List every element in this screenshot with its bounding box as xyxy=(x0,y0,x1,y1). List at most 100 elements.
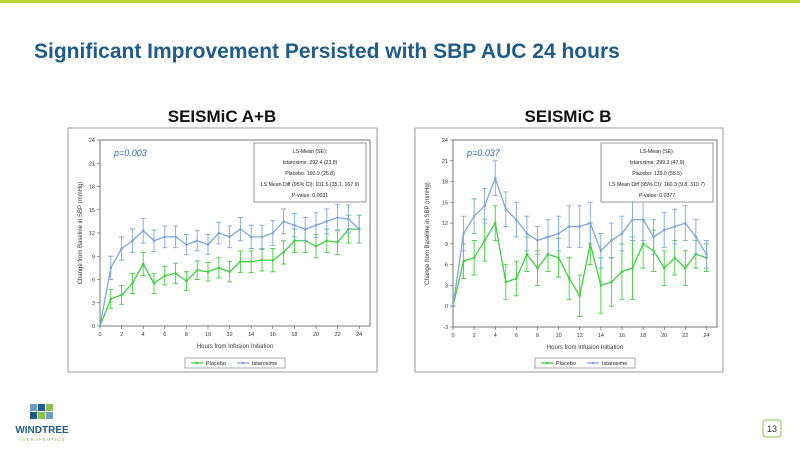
data-point xyxy=(325,239,329,243)
data-point xyxy=(631,218,634,221)
data-point xyxy=(131,282,134,285)
data-point xyxy=(282,220,285,223)
data-point xyxy=(141,262,145,266)
data-point xyxy=(631,266,634,270)
data-point xyxy=(588,221,592,225)
x-tick-label: 8 xyxy=(536,333,539,339)
logo: WINDTREE THERAPEUTICS xyxy=(15,404,69,442)
y-tick-label: 0 xyxy=(445,304,448,310)
y-axis-label: Change from Baseline in SBP (mmHg) xyxy=(78,182,84,285)
data-point xyxy=(557,256,560,260)
data-point xyxy=(239,227,242,231)
y-tick-label: 12 xyxy=(89,231,95,237)
data-point xyxy=(163,274,167,277)
data-point xyxy=(546,235,550,239)
stats-line: P-value: 0.0031 xyxy=(292,193,328,199)
x-tick-label: 22 xyxy=(335,332,341,338)
data-point xyxy=(174,272,177,275)
data-point xyxy=(163,235,167,239)
x-tick-label: 24 xyxy=(703,333,709,339)
data-point xyxy=(249,260,253,263)
y-tick-label: 15 xyxy=(89,208,95,214)
data-point xyxy=(472,256,476,260)
stats-line: P-value: 0.0377 xyxy=(639,193,675,199)
x-tick-label: 0 xyxy=(98,332,101,338)
data-point xyxy=(336,216,339,219)
logo-tile xyxy=(30,404,37,411)
page-number-box xyxy=(762,419,782,438)
x-tick-label: 22 xyxy=(682,333,688,339)
data-point xyxy=(98,324,102,328)
data-point xyxy=(120,247,123,250)
logo-tile xyxy=(46,404,53,411)
x-axis-label: Hours from Infusion Initiation xyxy=(197,344,273,350)
y-tick-label: 24 xyxy=(442,138,448,144)
data-point xyxy=(578,294,582,298)
legend-marker xyxy=(591,361,595,365)
x-tick-label: 16 xyxy=(619,333,625,339)
x-axis-label: Hours from Infusion Initiation xyxy=(547,345,623,351)
data-point xyxy=(239,260,242,263)
y-tick-label: 18 xyxy=(442,180,448,186)
data-point xyxy=(228,270,231,274)
data-point xyxy=(451,304,455,308)
stats-box xyxy=(600,142,714,203)
logo-tile xyxy=(30,412,37,419)
data-point xyxy=(684,266,687,270)
stats-line: Istaroxime: 299.3 (47.9) xyxy=(630,160,685,166)
data-point xyxy=(249,235,253,239)
data-point xyxy=(282,251,285,254)
data-point xyxy=(293,239,296,243)
data-point xyxy=(557,232,560,235)
data-point xyxy=(536,239,539,242)
data-point xyxy=(314,223,318,227)
x-tick-label: 14 xyxy=(248,332,254,338)
x-tick-label: 12 xyxy=(577,333,583,339)
x-tick-label: 18 xyxy=(640,333,646,339)
x-tick-label: 4 xyxy=(494,333,497,339)
y-tick-label: 9 xyxy=(445,242,448,248)
data-point xyxy=(206,270,210,274)
legend-box xyxy=(184,357,286,369)
data-point xyxy=(684,221,687,225)
x-tick-label: 20 xyxy=(313,332,319,338)
data-point xyxy=(567,225,571,228)
legend-box xyxy=(534,357,636,369)
data-point xyxy=(260,235,264,239)
data-point xyxy=(325,220,329,223)
data-point xyxy=(120,293,123,297)
data-point xyxy=(347,217,350,221)
x-tick-label: 2 xyxy=(120,332,123,338)
data-point xyxy=(515,277,518,280)
data-point xyxy=(293,223,296,227)
y-tick-label: 6 xyxy=(92,278,95,284)
data-point xyxy=(504,280,508,284)
data-point xyxy=(599,284,603,287)
y-tick-label: -3 xyxy=(443,325,448,331)
y-axis-label: Change from Baseline in SBP (mmHg) xyxy=(425,182,431,285)
data-point xyxy=(314,244,318,248)
y-tick-label: 6 xyxy=(445,263,448,269)
stats-line: Istaroxime: 292.4 (23.8) xyxy=(283,160,338,166)
y-tick-label: 12 xyxy=(442,221,448,227)
data-point xyxy=(195,268,199,272)
y-tick-label: 18 xyxy=(89,185,95,191)
data-point xyxy=(662,266,666,270)
data-point xyxy=(462,232,465,235)
data-point xyxy=(567,277,571,280)
x-tick-label: 10 xyxy=(556,333,562,339)
y-tick-label: 9 xyxy=(92,254,95,260)
y-tick-label: 21 xyxy=(89,161,95,167)
data-point xyxy=(217,266,221,270)
stats-line: LS-Mean (SE): xyxy=(293,149,327,155)
data-point xyxy=(620,232,624,235)
data-point xyxy=(705,252,708,256)
legend-label: Placebo xyxy=(206,361,226,367)
data-point xyxy=(141,229,145,232)
plot-area xyxy=(452,139,718,328)
y-tick-label: 3 xyxy=(92,301,95,307)
data-point xyxy=(271,258,275,262)
data-point xyxy=(493,221,497,225)
